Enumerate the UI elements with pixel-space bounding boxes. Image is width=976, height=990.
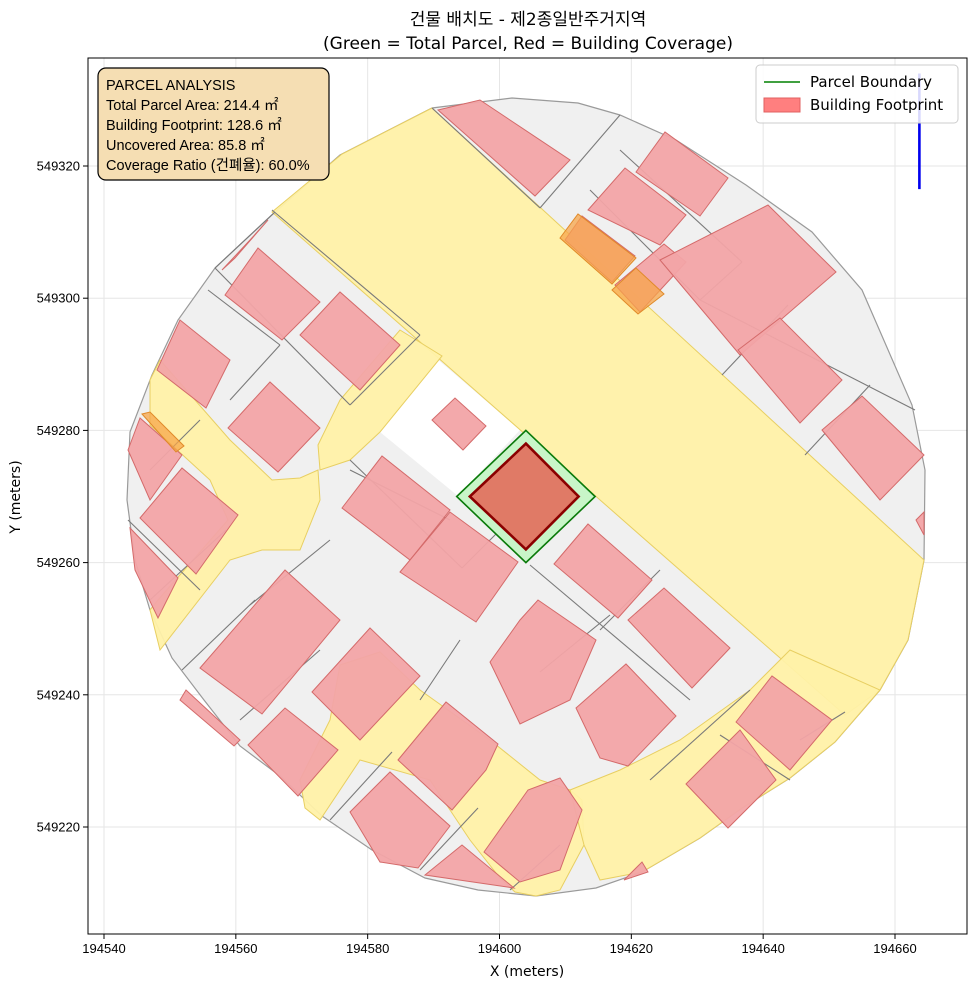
x-axis-label: X (meters) bbox=[490, 964, 564, 980]
building-7 bbox=[821, 395, 925, 501]
legend: Parcel Boundary Building Footprint bbox=[755, 64, 959, 124]
info-line-footprint: Building Footprint: 128.6 ㎡ bbox=[106, 117, 282, 134]
y-tick-label-1: 549240 bbox=[37, 687, 80, 702]
block-edge-23 bbox=[329, 751, 393, 821]
building-16 bbox=[431, 397, 487, 451]
x-tick-label-3: 194600 bbox=[478, 941, 521, 956]
block-edge-21 bbox=[181, 599, 256, 671]
block-edge-26 bbox=[649, 689, 751, 781]
info-line-uncovered: Uncovered Area: 85.8 ㎡ bbox=[106, 137, 265, 154]
block-edge-19 bbox=[419, 639, 461, 701]
block-edge-5 bbox=[214, 211, 276, 269]
building-18 bbox=[399, 511, 519, 623]
building-25 bbox=[247, 707, 339, 797]
block-edge-28 bbox=[127, 519, 201, 591]
x-tick-label-2: 194580 bbox=[346, 941, 389, 956]
legend-building-swatch bbox=[763, 97, 801, 113]
building-5 bbox=[659, 204, 837, 356]
target-building[interactable] bbox=[467, 441, 581, 552]
block-edge-24 bbox=[419, 807, 479, 871]
y-tick-label-0: 549220 bbox=[37, 820, 80, 835]
info-line-coverage: Coverage Ratio (건폐율): 60.0% bbox=[106, 157, 310, 174]
building-34 bbox=[623, 861, 649, 881]
x-tick-label-0: 194540 bbox=[82, 941, 125, 956]
building-31 bbox=[685, 729, 777, 829]
legend-parcel-label: Parcel Boundary bbox=[810, 73, 932, 91]
building-33 bbox=[915, 510, 925, 536]
block-edge-1 bbox=[539, 114, 621, 209]
y-axis-ticks: 549220 549240 549260 549280 549300 549320 bbox=[37, 159, 88, 835]
building-15 bbox=[129, 526, 179, 620]
building-10 bbox=[299, 291, 401, 391]
block-edge-7 bbox=[349, 334, 421, 406]
building-20 bbox=[627, 587, 731, 689]
building-1 bbox=[587, 167, 687, 246]
highlighted-buildings bbox=[141, 213, 665, 453]
x-tick-label-1: 194560 bbox=[214, 941, 257, 956]
x-tick-label-5: 194640 bbox=[741, 941, 784, 956]
building-26 bbox=[179, 689, 241, 747]
building-24 bbox=[311, 627, 421, 741]
y-tick-label-3: 549280 bbox=[37, 423, 80, 438]
building-22 bbox=[575, 663, 677, 767]
info-line-total: Total Parcel Area: 214.4 ㎡ bbox=[106, 97, 279, 114]
chart-subtitle: (Green = Total Parcel, Red = Building Co… bbox=[323, 34, 733, 54]
building-17 bbox=[341, 455, 451, 561]
orange-building-3 bbox=[141, 411, 185, 453]
building-4 bbox=[635, 131, 729, 217]
building-19 bbox=[553, 523, 653, 619]
y-tick-label-5: 549320 bbox=[37, 159, 80, 174]
legend-building-label: Building Footprint bbox=[810, 96, 943, 114]
building-29 bbox=[483, 777, 583, 883]
building-9 bbox=[224, 247, 321, 341]
building-21 bbox=[489, 599, 597, 725]
y-axis-label: Y (meters) bbox=[8, 460, 24, 534]
connector-road bbox=[317, 329, 443, 471]
block-edge-8 bbox=[271, 209, 421, 336]
building-32 bbox=[735, 675, 833, 771]
x-tick-label-4: 194620 bbox=[610, 941, 653, 956]
orange-building-1 bbox=[559, 213, 637, 285]
orange-building-2 bbox=[611, 267, 665, 315]
building-8 bbox=[221, 219, 269, 271]
y-tick-label-2: 549260 bbox=[37, 555, 80, 570]
parcel-analysis-box: PARCEL ANALYSIS Total Parcel Area: 214.4… bbox=[97, 67, 330, 181]
map-area bbox=[126, 73, 926, 897]
building-30 bbox=[423, 844, 516, 889]
axes-frame bbox=[87, 57, 968, 935]
block-edge-13 bbox=[529, 564, 691, 701]
building-28 bbox=[349, 771, 451, 869]
building-0 bbox=[436, 99, 571, 197]
info-title: PARCEL ANALYSIS bbox=[106, 78, 235, 94]
x-tick-label-6: 194660 bbox=[873, 941, 916, 956]
y-tick-label-4: 549300 bbox=[37, 291, 80, 306]
building-11 bbox=[156, 319, 231, 409]
building-14 bbox=[139, 467, 239, 575]
building-6 bbox=[737, 317, 843, 424]
chart-title: 건물 배치도 - 제2종일반주거지역 bbox=[410, 10, 646, 30]
block-edge-0 bbox=[431, 107, 541, 209]
block-edge-20 bbox=[249, 539, 331, 606]
x-axis-ticks: 194540 194560 194580 194600 194620 194640 1946… bbox=[82, 934, 917, 956]
building-12 bbox=[227, 381, 321, 473]
building-23 bbox=[199, 569, 341, 715]
building-27 bbox=[397, 701, 499, 811]
building-13 bbox=[127, 417, 183, 502]
building-footprints bbox=[127, 99, 925, 889]
block-edge-9 bbox=[229, 344, 281, 401]
block-edge-10 bbox=[207, 289, 281, 346]
